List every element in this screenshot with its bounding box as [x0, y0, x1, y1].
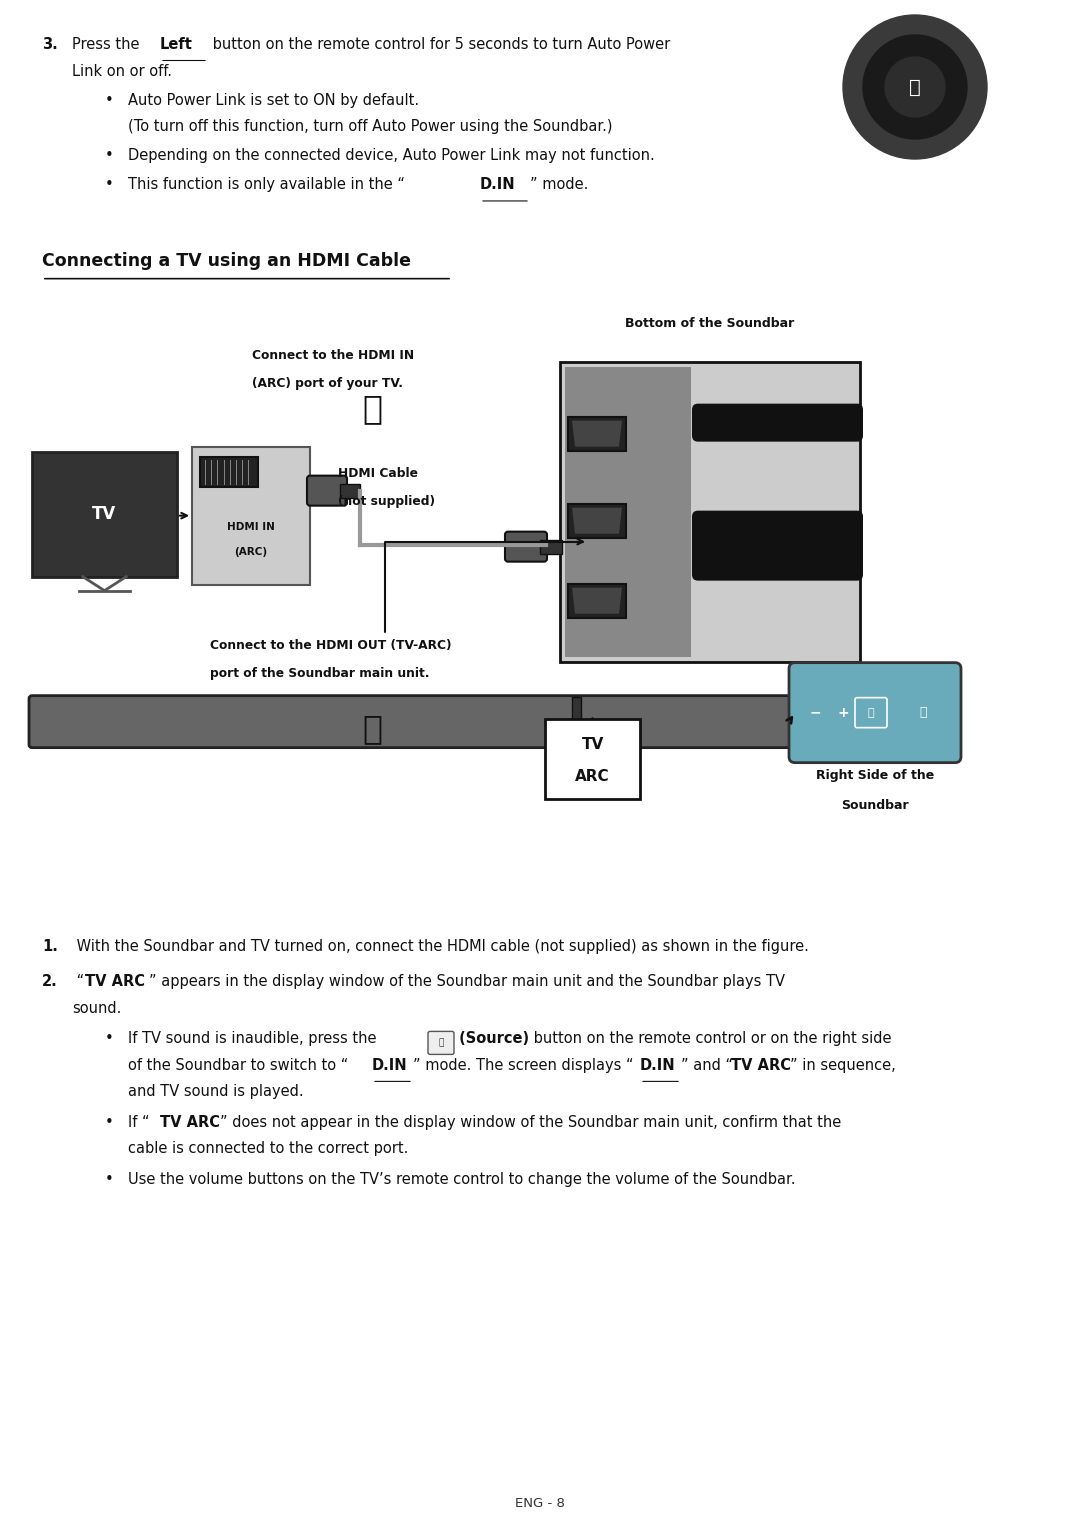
- FancyBboxPatch shape: [561, 362, 860, 662]
- Text: Auto Power Link is set to ON by default.: Auto Power Link is set to ON by default.: [129, 92, 419, 107]
- Text: 榄: 榄: [362, 392, 382, 426]
- Text: D.IN: D.IN: [480, 178, 515, 193]
- Text: D.IN: D.IN: [640, 1059, 676, 1072]
- Text: button on the remote control for 5 seconds to turn Auto Power: button on the remote control for 5 secon…: [208, 37, 671, 52]
- Text: “: “: [72, 974, 84, 990]
- Text: TV ARC: TV ARC: [731, 1059, 791, 1072]
- Text: Depending on the connected device, Auto Power Link may not function.: Depending on the connected device, Auto …: [129, 149, 654, 164]
- Text: This function is only available in the “: This function is only available in the “: [129, 178, 405, 193]
- FancyBboxPatch shape: [307, 475, 347, 506]
- Text: 1.: 1.: [42, 939, 58, 953]
- Text: ” and “: ” and “: [681, 1059, 733, 1072]
- FancyBboxPatch shape: [568, 504, 626, 538]
- Text: ⎆: ⎆: [867, 708, 875, 717]
- Text: and TV sound is played.: and TV sound is played.: [129, 1085, 303, 1100]
- Text: HDMI IN: HDMI IN: [227, 522, 275, 532]
- Text: Connect to the HDMI OUT (TV-ARC): Connect to the HDMI OUT (TV-ARC): [210, 639, 451, 651]
- Text: Connect to the HDMI IN: Connect to the HDMI IN: [252, 349, 414, 362]
- Text: Soundbar: Soundbar: [841, 798, 908, 812]
- Circle shape: [843, 15, 987, 159]
- Text: ⏻: ⏻: [919, 706, 927, 719]
- Text: D.IN: D.IN: [372, 1059, 407, 1072]
- Text: •: •: [105, 1172, 113, 1187]
- Text: ⏭: ⏭: [909, 78, 921, 97]
- FancyBboxPatch shape: [29, 696, 789, 748]
- Text: 榄: 榄: [362, 712, 382, 745]
- Text: 2.: 2.: [42, 974, 57, 990]
- Polygon shape: [572, 421, 622, 447]
- Text: ” does not appear in the display window of the Soundbar main unit, confirm that : ” does not appear in the display window …: [220, 1115, 841, 1131]
- FancyBboxPatch shape: [505, 532, 546, 562]
- Polygon shape: [572, 588, 622, 614]
- Text: If TV sound is inaudible, press the: If TV sound is inaudible, press the: [129, 1031, 381, 1046]
- Text: (not supplied): (not supplied): [338, 495, 435, 507]
- Text: Link on or off.: Link on or off.: [72, 63, 172, 78]
- Text: TV ARC: TV ARC: [85, 974, 145, 990]
- Text: If “: If “: [129, 1115, 149, 1131]
- Text: •: •: [105, 149, 113, 164]
- FancyBboxPatch shape: [545, 719, 640, 798]
- FancyBboxPatch shape: [692, 403, 863, 441]
- Text: HDMI Cable: HDMI Cable: [338, 467, 418, 480]
- Text: Left: Left: [160, 37, 193, 52]
- Text: •: •: [105, 1115, 113, 1131]
- Text: ” mode. The screen displays “: ” mode. The screen displays “: [413, 1059, 634, 1072]
- Text: •: •: [105, 1031, 113, 1046]
- Text: ARC: ARC: [576, 769, 610, 784]
- Text: TV ARC: TV ARC: [160, 1115, 220, 1131]
- FancyBboxPatch shape: [855, 697, 887, 728]
- Polygon shape: [572, 507, 622, 533]
- Text: +: +: [837, 706, 849, 720]
- Text: port of the Soundbar main unit.: port of the Soundbar main unit.: [210, 666, 430, 680]
- Text: TV: TV: [581, 737, 604, 752]
- FancyBboxPatch shape: [565, 366, 691, 657]
- Text: TV: TV: [93, 506, 117, 522]
- FancyBboxPatch shape: [540, 539, 562, 553]
- Text: •: •: [105, 178, 113, 193]
- Text: −: −: [809, 706, 821, 720]
- FancyBboxPatch shape: [571, 697, 581, 749]
- FancyBboxPatch shape: [568, 417, 626, 450]
- Text: (ARC): (ARC): [234, 547, 268, 556]
- Text: (ARC) port of your TV.: (ARC) port of your TV.: [252, 377, 403, 389]
- Text: Bottom of the Soundbar: Bottom of the Soundbar: [625, 317, 795, 329]
- Text: With the Soundbar and TV turned on, connect the HDMI cable (not supplied) as sho: With the Soundbar and TV turned on, conn…: [72, 939, 809, 953]
- Text: ENG - 8: ENG - 8: [515, 1497, 565, 1511]
- FancyBboxPatch shape: [200, 457, 258, 487]
- Text: ” in sequence,: ” in sequence,: [789, 1059, 895, 1072]
- Text: Connecting a TV using an HDMI Cable: Connecting a TV using an HDMI Cable: [42, 251, 411, 270]
- Text: ” mode.: ” mode.: [530, 178, 589, 193]
- Text: (Source): (Source): [454, 1031, 529, 1046]
- FancyBboxPatch shape: [568, 584, 626, 617]
- FancyBboxPatch shape: [192, 447, 310, 585]
- FancyBboxPatch shape: [340, 484, 360, 498]
- Text: Right Side of the: Right Side of the: [815, 769, 934, 781]
- Text: Press the: Press the: [72, 37, 144, 52]
- FancyBboxPatch shape: [32, 452, 177, 576]
- Text: cable is connected to the correct port.: cable is connected to the correct port.: [129, 1141, 408, 1157]
- FancyBboxPatch shape: [789, 663, 961, 763]
- Text: 3.: 3.: [42, 37, 57, 52]
- Text: Use the volume buttons on the TV’s remote control to change the volume of the So: Use the volume buttons on the TV’s remot…: [129, 1172, 796, 1187]
- Text: •: •: [105, 92, 113, 107]
- Text: ⎆: ⎆: [438, 1039, 444, 1048]
- FancyBboxPatch shape: [428, 1031, 454, 1054]
- FancyBboxPatch shape: [692, 510, 863, 581]
- Circle shape: [863, 35, 967, 139]
- Circle shape: [885, 57, 945, 116]
- Text: button on the remote control or on the right side: button on the remote control or on the r…: [529, 1031, 891, 1046]
- Text: of the Soundbar to switch to “: of the Soundbar to switch to “: [129, 1059, 348, 1072]
- Text: (To turn off this function, turn off Auto Power using the Soundbar.): (To turn off this function, turn off Aut…: [129, 119, 612, 135]
- Text: ” appears in the display window of the Soundbar main unit and the Soundbar plays: ” appears in the display window of the S…: [149, 974, 785, 990]
- Text: sound.: sound.: [72, 1000, 121, 1016]
